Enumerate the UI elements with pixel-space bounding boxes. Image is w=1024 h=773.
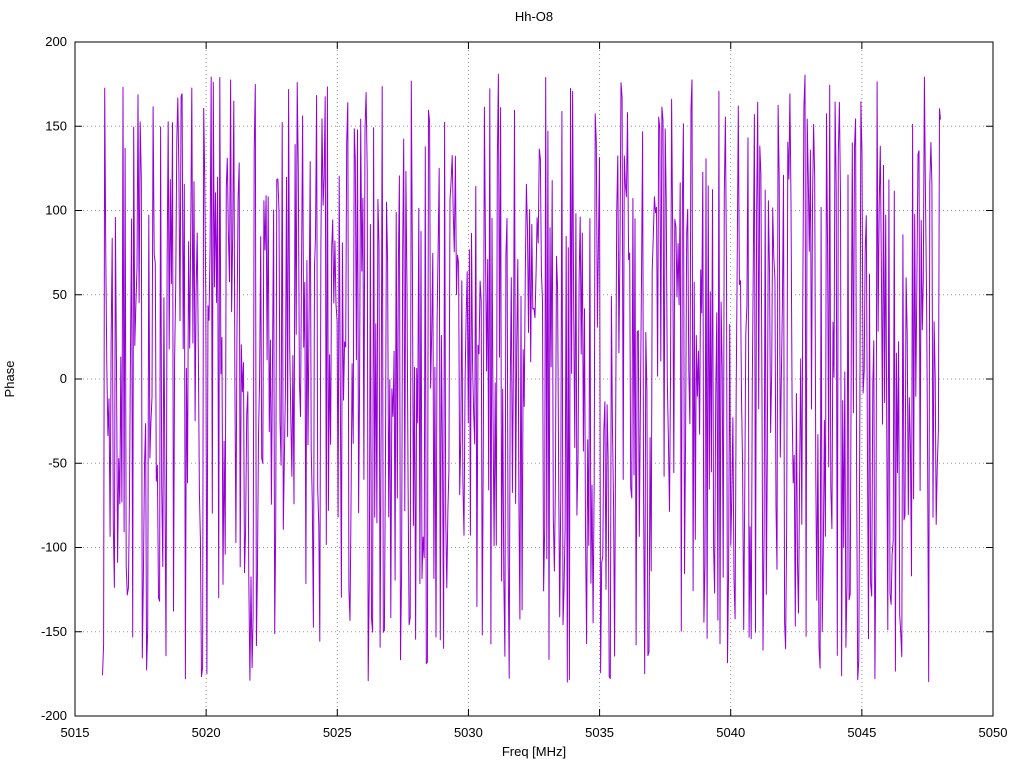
x-tick-label: 5025: [323, 725, 352, 740]
chart-title: Hh-O8: [515, 9, 553, 24]
x-tick-label: 5030: [454, 725, 483, 740]
y-tick-label: -200: [41, 708, 67, 723]
x-tick-label: 5045: [847, 725, 876, 740]
x-tick-label: 5040: [716, 725, 745, 740]
x-axis-label: Freq [MHz]: [502, 744, 566, 759]
y-tick-label: 150: [45, 118, 67, 133]
x-tick-label: 5050: [979, 725, 1008, 740]
tick-labels: 5015 5020 5025 5030 5035 5040 5045 5050 -200 -150…: [41, 34, 1007, 740]
y-tick-label: -100: [41, 540, 67, 555]
axes: [74, 41, 994, 717]
plot-border: [74, 41, 994, 717]
y-tick-label: 200: [45, 34, 67, 49]
phase-series: [102, 73, 941, 683]
y-tick-label: 100: [45, 203, 67, 218]
y-tick-label: 0: [60, 371, 67, 386]
phase-series-line: [102, 73, 941, 683]
y-tick-label: -150: [41, 624, 67, 639]
x-tick-label: 5015: [61, 725, 90, 740]
x-tick-label: 5020: [192, 725, 221, 740]
y-axis-label: Phase: [2, 361, 17, 398]
y-tick-label: 50: [53, 287, 67, 302]
x-tick-label: 5035: [585, 725, 614, 740]
y-tick-label: -50: [48, 455, 67, 470]
